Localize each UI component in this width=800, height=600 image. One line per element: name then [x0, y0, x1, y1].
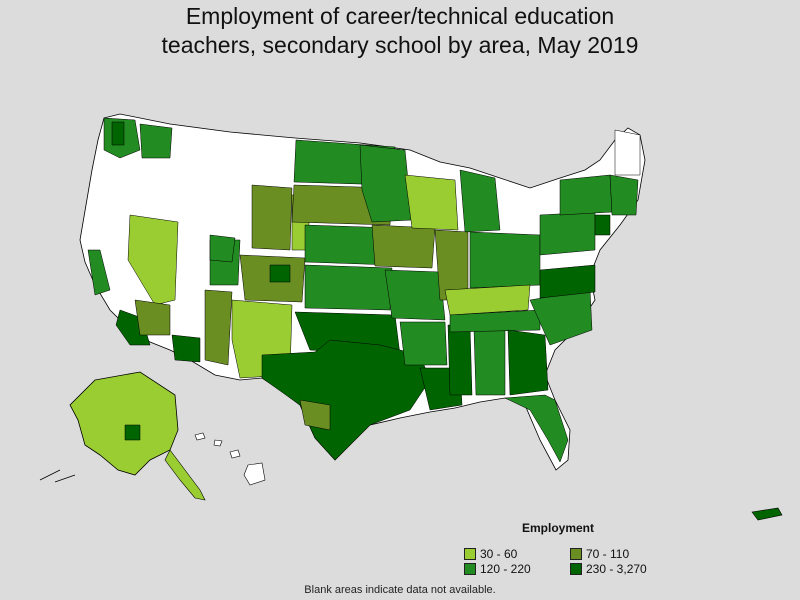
legend-label: 30 - 60: [480, 547, 518, 561]
region-maine-north: [614, 129, 641, 176]
region-kansas: [304, 264, 393, 311]
region-mississippi: [447, 324, 473, 396]
region-alaska-anchorage: [124, 424, 141, 441]
region-arizona-phoenix: [171, 334, 201, 363]
region-tennessee: [449, 309, 541, 333]
region-group-midwest: [359, 144, 541, 321]
region-missouri: [384, 269, 446, 321]
region-new-york: [559, 174, 613, 216]
map-title-line-2: teachers, secondary school by area, May …: [161, 32, 639, 58]
region-arizona-west: [134, 299, 171, 336]
region-arkansas: [399, 321, 448, 366]
legend-label: 120 - 220: [480, 562, 531, 576]
region-arizona-east: [204, 289, 233, 366]
region-puerto-rico: [751, 507, 783, 521]
legend-swatch: [570, 563, 582, 575]
region-minnesota: [359, 144, 413, 223]
legend-item: 230 - 3,270: [570, 562, 647, 576]
legend-label: 70 - 110: [586, 547, 630, 561]
legend-item: 70 - 110: [570, 547, 629, 561]
region-hawaii: [194, 432, 266, 486]
legend-swatch: [464, 563, 476, 575]
legend-swatch: [464, 548, 476, 560]
region-florida: [504, 394, 569, 463]
legend-swatch: [570, 548, 582, 560]
hawaii-island-1: [194, 432, 206, 441]
legend-title: Employment: [522, 521, 595, 535]
region-pennsylvania: [539, 211, 596, 256]
region-wisconsin: [404, 174, 459, 231]
region-wyoming: [251, 184, 293, 251]
region-texas-west: [299, 399, 331, 431]
hawaii-island-4: [243, 462, 266, 486]
region-washington-east: [139, 123, 173, 159]
region-california-central: [87, 249, 111, 296]
region-kentucky: [444, 284, 531, 316]
hawaii-island-2: [213, 439, 223, 447]
region-alabama: [473, 329, 506, 396]
map-title: Employment of career/technical education…: [0, 2, 800, 60]
legend: Employment 30 - 60 120 - 220 70 - 110 23…: [462, 520, 662, 580]
region-group-plains: [261, 139, 431, 461]
hawaii-island-3: [229, 449, 241, 459]
region-michigan: [459, 169, 501, 233]
region-alaska: [69, 371, 179, 476]
footnote: Blank areas indicate data not available.: [304, 584, 496, 596]
map-title-line-1: Employment of career/technical education: [185, 3, 615, 29]
legend-item: 30 - 60: [464, 547, 517, 561]
region-georgia: [507, 329, 549, 396]
region-idaho-north: [209, 234, 236, 263]
region-colorado-denver: [269, 264, 291, 283]
region-washington-seattle: [111, 121, 125, 146]
region-iowa: [371, 224, 436, 269]
region-alaska-islands: [39, 469, 76, 483]
region-indiana-ohio: [469, 231, 541, 289]
region-nevada: [127, 214, 179, 306]
region-group-south: [399, 264, 596, 463]
region-group-west: [87, 117, 311, 379]
region-virginia: [539, 264, 596, 299]
legend-item: 120 - 220: [464, 562, 531, 576]
region-alaska-panhandle: [164, 449, 206, 501]
region-new-york-city: [594, 214, 611, 236]
region-group-northeast: [539, 129, 641, 256]
region-new-england: [609, 174, 639, 216]
legend-label: 230 - 3,270: [586, 562, 647, 576]
